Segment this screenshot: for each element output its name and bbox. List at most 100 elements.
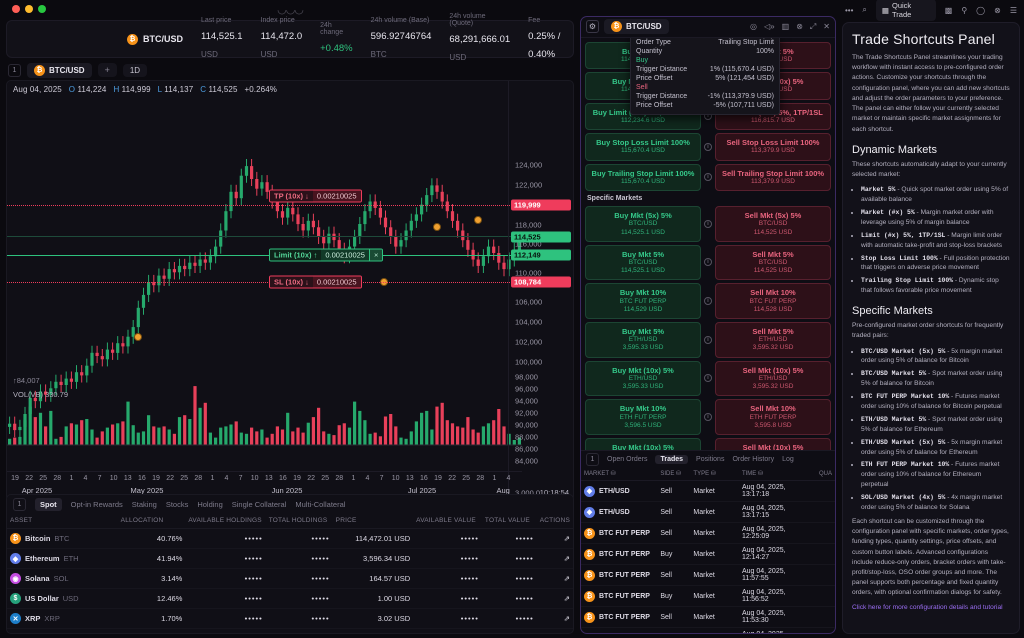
close-icon[interactable]: ✕ — [823, 21, 830, 31]
info-icon[interactable]: i — [704, 297, 712, 306]
col-time[interactable]: TIME ⛁ — [738, 467, 816, 482]
table-row[interactable]: ◆ ETH/USD Sell Market Aug 04, 2025, 13:17:15 — [581, 501, 835, 524]
ticker-pair[interactable]: ₿ BTC/USD — [127, 33, 183, 45]
buy-shortcut-button[interactable]: Buy Mkt (5x) 5% BTC/USD 114,525.1 USD — [585, 206, 701, 242]
doc-tutorial-link[interactable]: Click here for more configuration detail… — [852, 603, 1003, 611]
table-row[interactable]: $ US Dollar USD 12.46% ••••• ••••• 1.00 USD ••… — [7, 588, 573, 609]
table-row[interactable]: ₿ BTC FUT PERP Sell Market Aug 04, 2025, 11:… — [581, 564, 835, 587]
target-icon[interactable]: ◎ — [750, 21, 758, 31]
buy-shortcut-button[interactable]: Buy Mkt 10% ETH FUT PERP 3,596.5 USD — [585, 399, 701, 435]
limit-order-tag[interactable]: Limit (10x) ↑ 0.00210025 × — [269, 248, 384, 262]
sell-shortcut-button[interactable]: Sell Mkt 10% ETH FUT PERP 3,595.8 USD — [715, 399, 831, 435]
close-icon[interactable]: × — [368, 249, 383, 261]
buy-shortcut-button[interactable]: Buy Mkt 10% BTC FUT PERP 114,529 USD — [585, 283, 701, 319]
layout-icon[interactable]: ▥ — [781, 21, 790, 31]
sell-shortcut-button[interactable]: Sell Mkt 10% BTC FUT PERP 114,528 USD — [715, 283, 831, 319]
table-row[interactable]: ✕ XRP XRP 1.70% ••••• ••••• 3.02 USD ••••• ••••… — [7, 608, 573, 629]
shortcuts-market-selector[interactable]: ₿ BTC/USD — [604, 19, 669, 35]
settings-icon[interactable]: ⊗ — [796, 21, 803, 31]
table-row[interactable]: ₿ BTC FUT PERP Buy Market Aug 04, 2025, 12:1… — [581, 543, 835, 566]
col-available-holdings[interactable]: AVAILABLE HOLDINGS — [185, 513, 266, 529]
col-quantity[interactable]: QUA — [815, 467, 835, 482]
window-minimize-button[interactable] — [25, 5, 33, 13]
chart-tab-btcusd[interactable]: ₿ BTC/USD — [27, 62, 92, 78]
info-icon[interactable]: i — [704, 335, 712, 344]
table-row[interactable]: ◆ ETH/USD Sell Market Aug 04, 2025, 13:17:18 — [581, 480, 835, 503]
portfolio-tab-multi-collateral[interactable]: Multi-Collateral — [295, 499, 346, 509]
tab-trades[interactable]: Trades — [655, 454, 689, 464]
menu-icon[interactable]: ☰ — [1009, 5, 1017, 15]
more-icon[interactable]: ••• — [845, 5, 854, 15]
tab-log[interactable]: Log — [782, 455, 794, 463]
sl-order-tag[interactable]: SL (10x) ↓ 0.00210025 — [269, 275, 362, 289]
table-row[interactable]: ₿ Bitcoin BTC 40.76% ••••• ••••• 114,472.01 U… — [7, 528, 573, 549]
sell-shortcut-button[interactable]: Sell Mkt (5x) 5% BTC/USD 114,525 USD — [715, 206, 831, 242]
info-icon[interactable]: i — [704, 412, 712, 421]
buy-shortcut-button[interactable]: Buy Mkt 5% ETH/USD 3,595.33 USD — [585, 321, 701, 358]
search-icon[interactable]: ⌕ — [862, 5, 867, 14]
portfolio-tab-spot[interactable]: Spot — [35, 497, 62, 511]
row-action-button[interactable]: ⇗ — [536, 608, 573, 629]
col-available-value[interactable]: AVAILABLE VALUE — [413, 513, 482, 529]
window-close-button[interactable] — [12, 5, 20, 13]
tab-order-history[interactable]: Order History — [732, 455, 775, 463]
buy-shortcut-button[interactable]: Buy Mkt (10x) 5% ETH/USD 3,595.33 USD — [585, 360, 701, 397]
window-maximize-button[interactable] — [38, 5, 46, 13]
row-action-button[interactable]: ⇗ — [536, 548, 573, 569]
filter-icon[interactable]: ⛁ — [710, 471, 716, 478]
chart-price-axis[interactable]: 124,000 122,000 119,999 118,000 116,000 … — [508, 81, 573, 501]
col-total-holdings[interactable]: TOTAL HOLDINGS — [265, 513, 333, 529]
sell-shortcut-button[interactable]: Sell Mkt 5% BTC/USD 114,525 USD — [715, 244, 831, 281]
sell-shortcut-button[interactable]: Sell Mkt (10x) 5% ETH/USD 3,595.32 USD — [715, 360, 831, 397]
gear-icon[interactable]: ⊗ — [994, 5, 1001, 15]
chart-plot-area[interactable]: TP (10x) ↓ 0.00210025 Limit (10x) ↑ 0.00… — [7, 81, 522, 501]
info-icon[interactable]: i — [704, 258, 712, 267]
gear-icon[interactable]: ⚙ — [586, 20, 599, 34]
price-chart[interactable]: Aug 04, 2025 O 114,224 H 114,999 L 114,1… — [6, 80, 574, 502]
table-row[interactable]: ◉ Solana SOL 3.14% ••••• ••••• 164.57 USD ••••… — [7, 568, 573, 589]
table-row[interactable]: ₿ BTC FUT PERP Sell Market Aug 04, 2025, 12:… — [581, 522, 835, 545]
timeframe-selector[interactable]: 1D — [122, 63, 148, 77]
col-price[interactable]: PRICE — [332, 513, 414, 529]
tp-order-tag[interactable]: TP (10x) ↓ 0.00210025 — [269, 189, 362, 203]
portfolio-tab-stocks[interactable]: Stocks — [165, 499, 189, 509]
sell-shortcut-button[interactable]: Sell Trailing Stop Limit 100% 113,379.9 U… — [715, 163, 831, 192]
col-market[interactable]: MARKET ⛁ — [581, 467, 658, 482]
tab-positions[interactable]: Positions — [696, 455, 725, 463]
buy-shortcut-button[interactable]: Buy Mkt 5% BTC/USD 114,525.1 USD — [585, 244, 701, 281]
sell-shortcut-button[interactable]: Sell Mkt 5% ETH/USD 3,595.32 USD — [715, 321, 831, 358]
table-row[interactable]: ◆ Ethereum ETH 41.94% ••••• ••••• 3,596.34 US… — [7, 548, 573, 569]
filter-icon[interactable]: ⛁ — [610, 471, 616, 478]
expand-icon[interactable]: ⤢ — [809, 21, 817, 31]
info-icon[interactable]: i — [704, 142, 712, 151]
sound-icon[interactable]: ◁» — [764, 21, 775, 31]
filter-icon[interactable]: ⛁ — [757, 471, 763, 478]
add-chart-tab-button[interactable]: + — [97, 63, 117, 77]
col-side[interactable]: SIDE ⛁ — [657, 467, 691, 482]
portfolio-tab-staking[interactable]: Staking — [131, 499, 157, 509]
colorful-apps-icon[interactable]: ▩ — [944, 5, 953, 15]
buy-shortcut-button[interactable]: Buy Trailing Stop Limit 100% 115,670.4 US… — [585, 163, 701, 192]
col-type[interactable]: TYPE ⛁ — [690, 467, 739, 482]
row-action-button[interactable]: ⇗ — [536, 588, 573, 609]
table-row[interactable]: ₿ BTC FUT PERP Sell Market Aug 04, 2025, 11:… — [581, 606, 835, 629]
pin-icon[interactable]: ⚲ — [961, 5, 968, 15]
buy-shortcut-button[interactable]: Buy Mkt (10x) 5%SOL/USD164.64 USD — [585, 437, 701, 451]
quick-trade-button[interactable]: ▦ Quick Trade — [875, 0, 936, 21]
sell-shortcut-button[interactable]: Sell Stop Loss Limit 100% 113,379.9 USD — [715, 133, 831, 161]
info-icon[interactable]: i — [704, 173, 712, 182]
info-icon[interactable]: i — [704, 219, 712, 228]
buy-shortcut-button[interactable]: Buy Stop Loss Limit 100% 115,670.4 USD — [585, 133, 701, 161]
portfolio-tab-opt-in-rewards[interactable]: Opt-in Rewards — [70, 499, 123, 509]
info-icon[interactable]: i — [704, 374, 712, 383]
col-asset[interactable]: ASSET — [7, 513, 118, 529]
portfolio-tab-single-collateral[interactable]: Single Collateral — [231, 499, 287, 509]
bell-icon[interactable]: ◯ — [976, 5, 986, 15]
table-row[interactable]: ₿ BTC FUT PERP Buy Market Aug 04, 2025, 11:5… — [581, 585, 835, 608]
portfolio-tab-holding[interactable]: Holding — [197, 499, 223, 509]
row-action-button[interactable]: ⇗ — [536, 528, 573, 549]
tab-open-orders[interactable]: Open Orders — [607, 455, 648, 463]
row-action-button[interactable]: ⇗ — [536, 568, 573, 589]
filter-icon[interactable]: ⛁ — [676, 471, 682, 478]
